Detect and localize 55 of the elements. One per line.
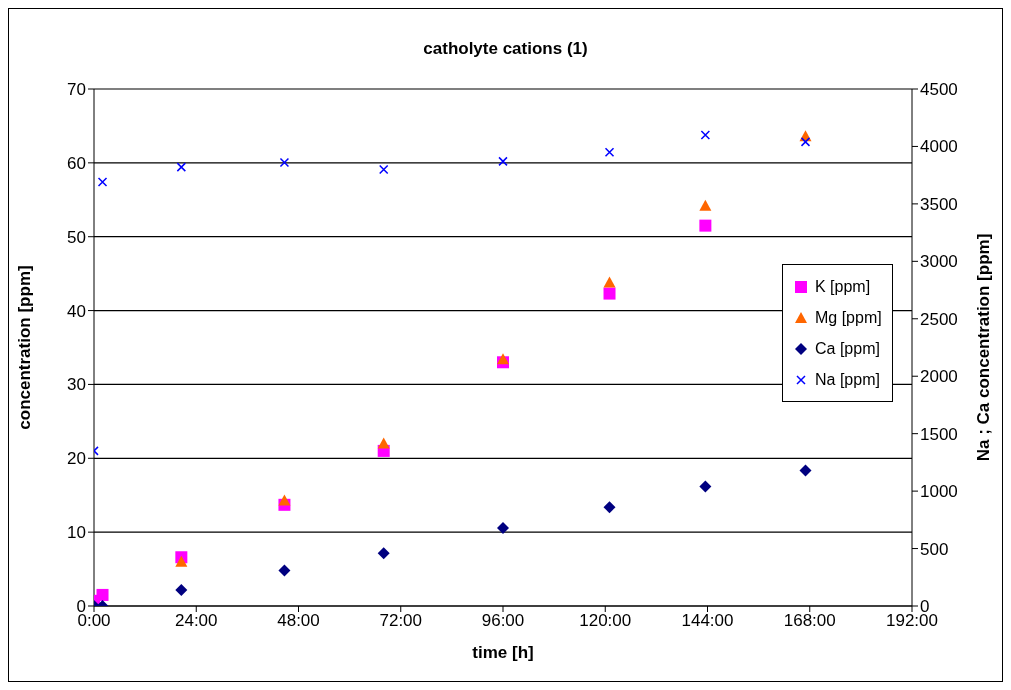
x-tick-label: 48:00 — [277, 611, 320, 631]
y2-tick-label: 500 — [920, 539, 949, 559]
x-tick-label: 72:00 — [379, 611, 423, 631]
y2-axis-title: Na ; Ca concentration [ppm] — [974, 233, 994, 462]
point — [603, 501, 616, 514]
legend-label: Mg [ppm] — [815, 308, 882, 328]
legend-label: Ca [ppm] — [815, 339, 880, 359]
point — [699, 480, 712, 493]
point — [278, 564, 291, 577]
point — [377, 437, 390, 449]
x-axis-title: time [h] — [472, 643, 534, 662]
y2-tick-label: 3000 — [920, 252, 958, 272]
y-tick-label: 40 — [67, 301, 86, 321]
chart-title: catholyte cations (1) — [422, 39, 589, 59]
point — [175, 555, 188, 567]
point — [700, 130, 711, 140]
point — [378, 164, 389, 175]
y-tick-label: 70 — [67, 80, 86, 100]
y-tick-label: 20 — [67, 449, 86, 469]
point — [497, 521, 509, 534]
y-tick-label: 50 — [67, 227, 86, 247]
x-tick-label: 24:00 — [174, 611, 218, 631]
y2-tick-label: 3500 — [920, 194, 958, 214]
point — [604, 147, 615, 157]
point — [603, 287, 616, 300]
y-tick-label: 10 — [67, 523, 86, 543]
y-axis-title: concentration [ppm] — [15, 265, 35, 430]
point — [699, 219, 712, 232]
point — [699, 199, 712, 211]
y2-tick-label: 1000 — [920, 482, 958, 502]
point — [603, 276, 616, 288]
y2-tick-label: 4500 — [920, 80, 958, 100]
point — [278, 494, 291, 506]
legend-label: K [ppm] — [815, 277, 871, 297]
point — [97, 177, 108, 187]
point — [800, 137, 811, 147]
y2-tick-label: 1500 — [920, 424, 958, 444]
y2-tick-label: 2500 — [920, 309, 958, 329]
point — [279, 157, 290, 168]
x-tick-label: 144:00 — [681, 611, 734, 631]
point — [497, 353, 509, 365]
legend-label: Na [ppm] — [815, 370, 880, 390]
point — [799, 464, 812, 477]
point — [498, 156, 508, 167]
x-tick-label: 120:00 — [579, 611, 632, 631]
x-tick-label: 96:00 — [481, 611, 525, 631]
point — [176, 162, 187, 172]
y2-tick-label: 2000 — [920, 367, 958, 387]
y-tick-label: 30 — [67, 375, 86, 395]
point — [377, 547, 390, 560]
point — [96, 588, 109, 601]
y-tick-label: 60 — [67, 153, 86, 173]
x-tick-label: 168:00 — [783, 611, 836, 631]
point — [175, 583, 188, 596]
y2-tick-label: 4000 — [920, 137, 958, 157]
